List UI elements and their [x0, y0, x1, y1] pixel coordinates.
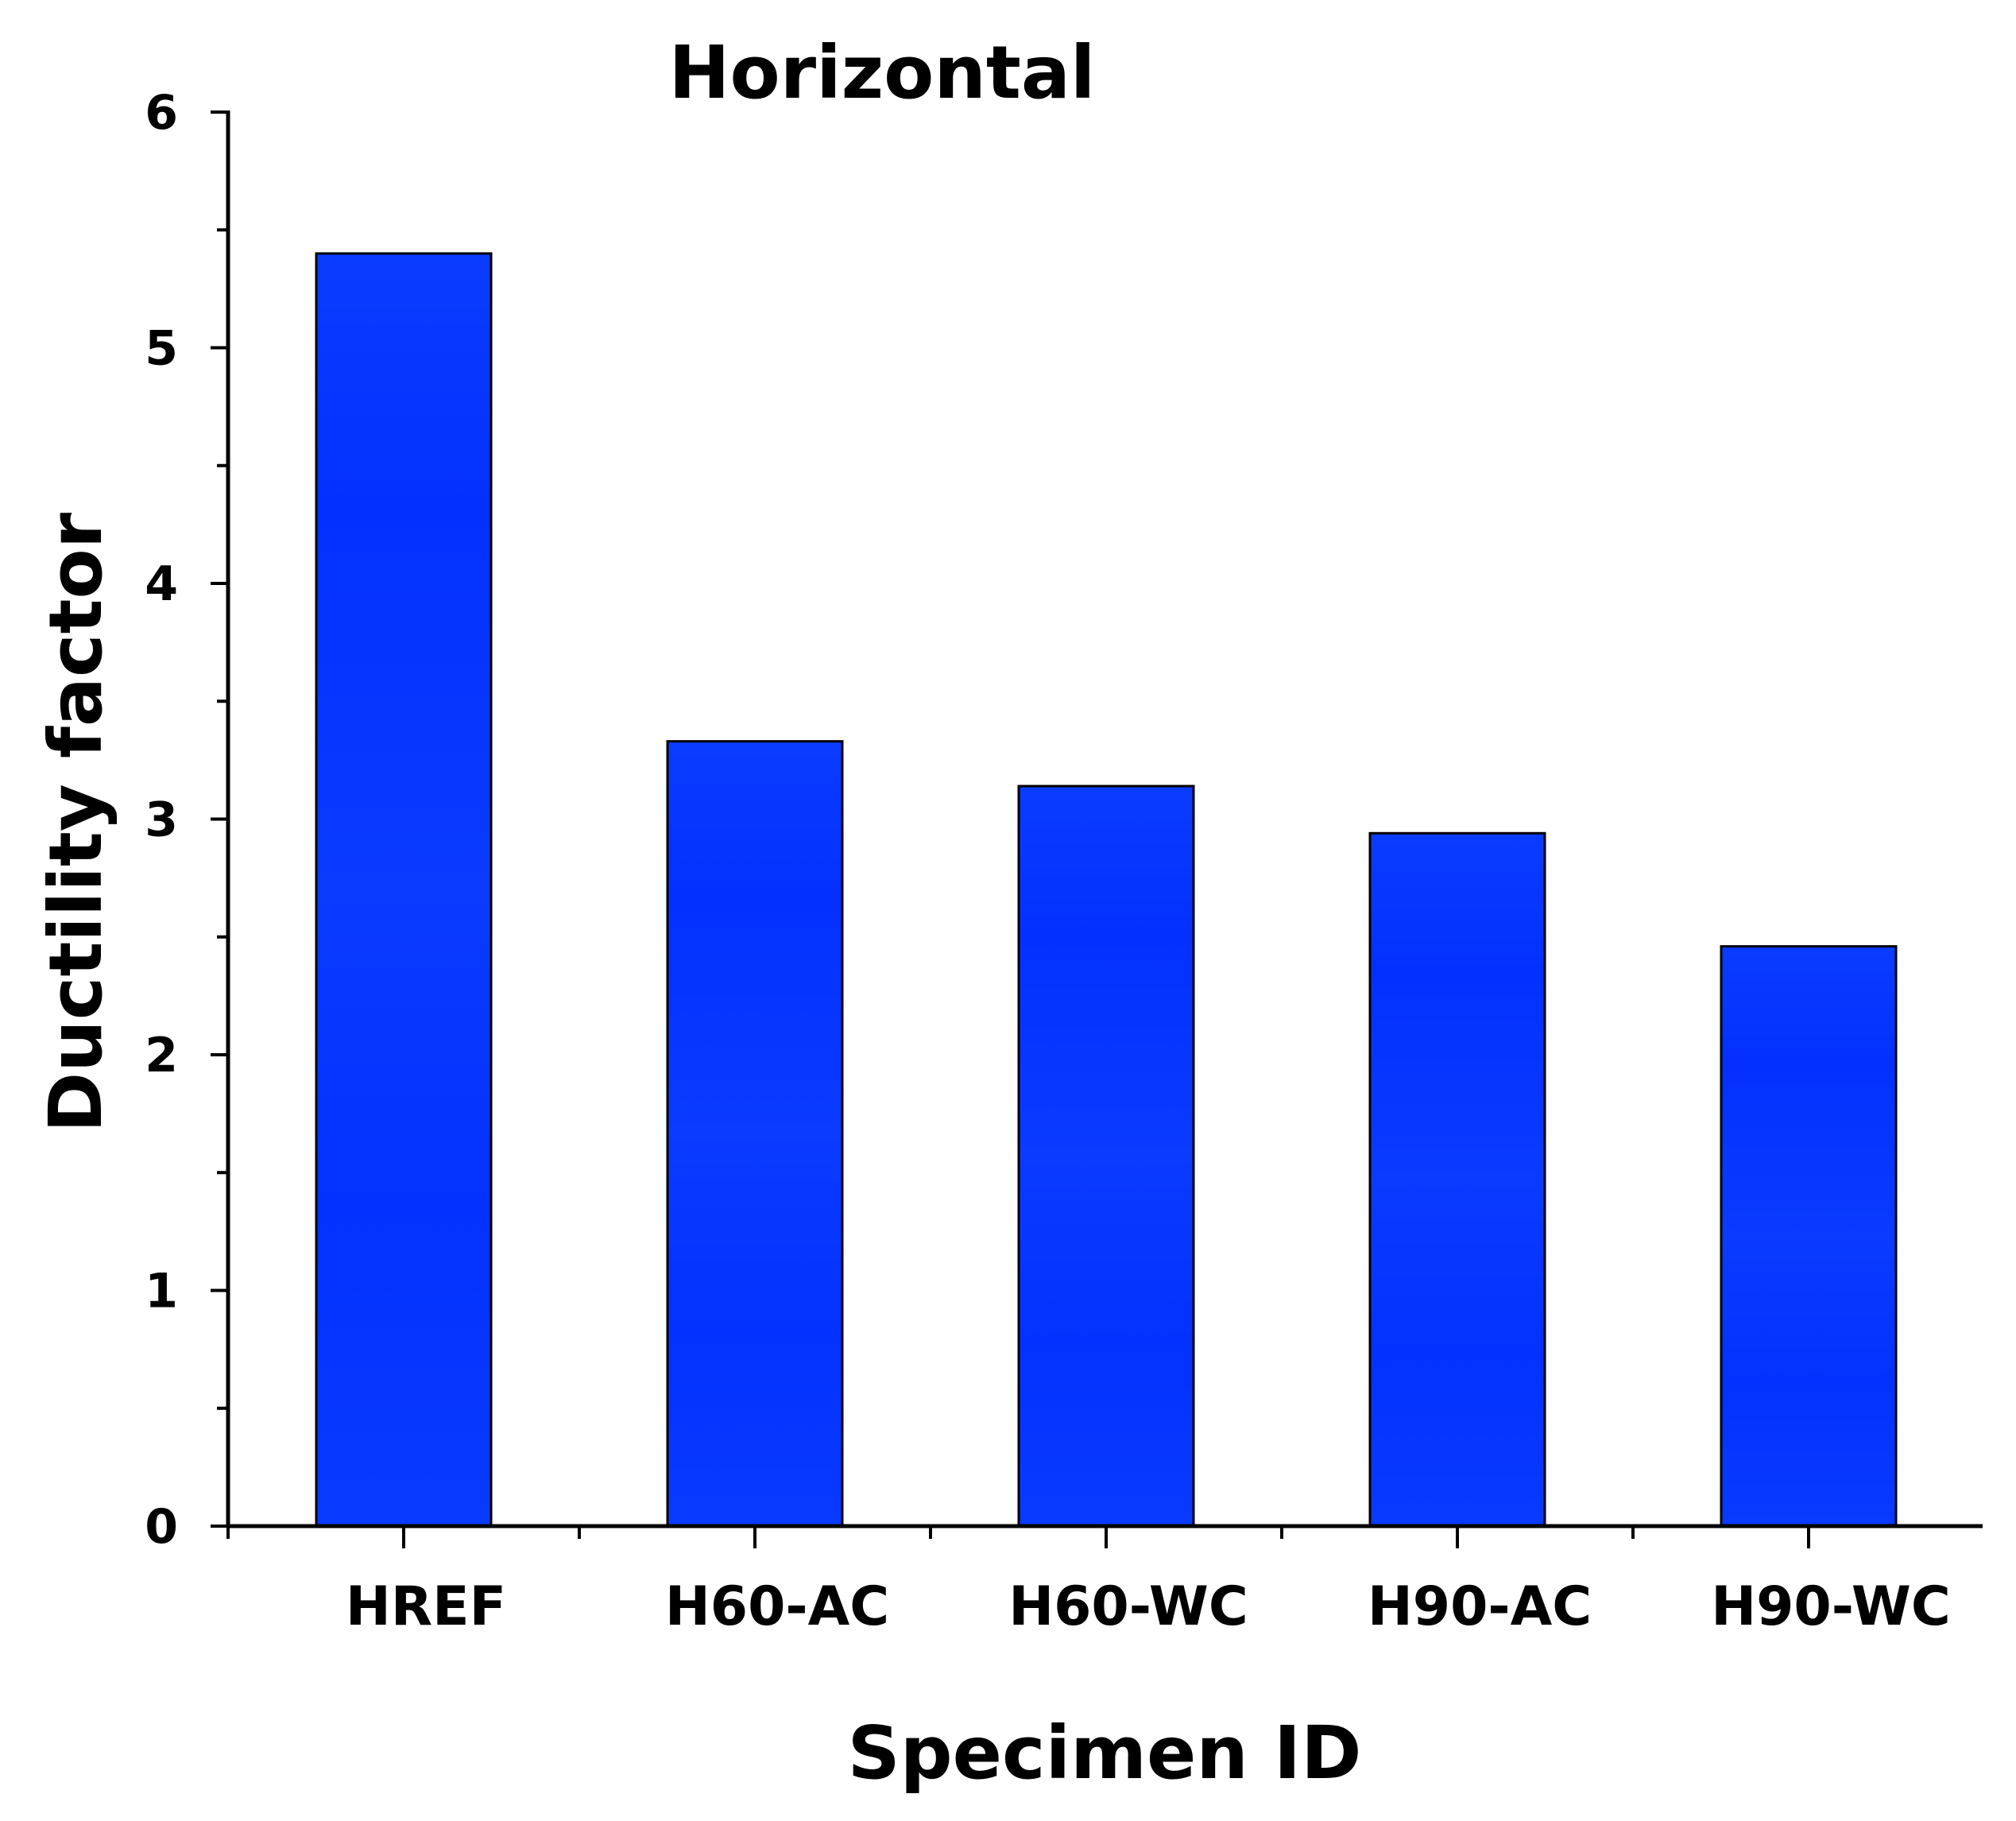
bar-h90-ac: [1368, 831, 1546, 1528]
x-axis-title: Specimen ID: [848, 1711, 1362, 1796]
y-tick-label: 4: [145, 556, 178, 612]
y-tick-label: 6: [145, 85, 178, 141]
y-tick-label: 0: [145, 1499, 178, 1555]
bars-group: [315, 252, 1898, 1528]
x-tick-label: H90-WC: [1711, 1575, 1951, 1638]
axes-group: 0 1 2 3 4 5 6 HREF H60-AC H60-WC H90-AC H90-WC: [145, 85, 1983, 1638]
bar-h60-wc: [1017, 785, 1195, 1528]
chart-title: Horizontal: [669, 30, 1096, 115]
x-tick-label: HREF: [346, 1575, 506, 1638]
x-tick-label: H60-AC: [665, 1575, 889, 1638]
x-tick-label: H60-WC: [1008, 1575, 1248, 1638]
y-tick-label: 2: [145, 1028, 178, 1083]
bar-href: [315, 252, 493, 1528]
y-tick-label: 1: [145, 1264, 178, 1319]
bar-h60-ac: [666, 740, 844, 1528]
y-tick-label: 3: [145, 792, 178, 848]
y-tick-label: 5: [145, 321, 178, 377]
y-axis-title: Ductility factor: [33, 512, 118, 1133]
bar-h90-wc: [1720, 945, 1898, 1528]
x-tick-label: H90-AC: [1368, 1575, 1592, 1638]
